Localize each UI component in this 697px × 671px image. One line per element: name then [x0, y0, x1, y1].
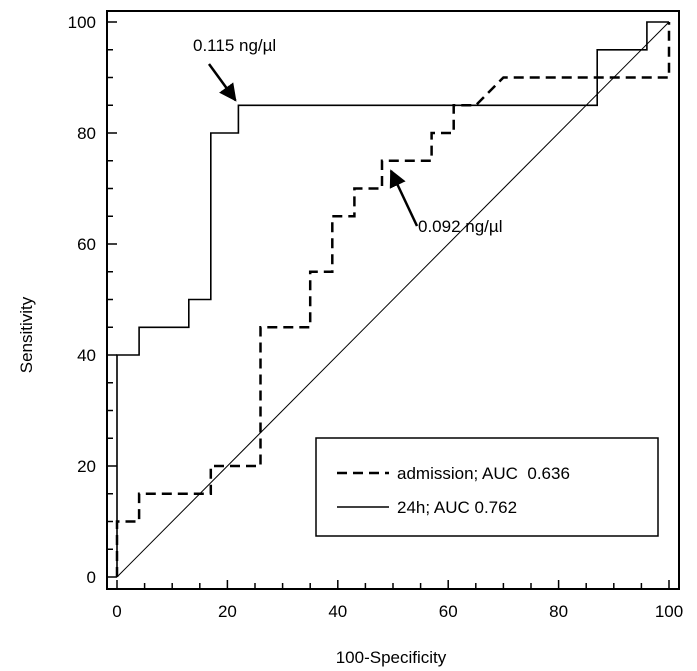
y-tick-label: 20 — [77, 457, 96, 476]
x-tick-label: 60 — [439, 602, 458, 621]
reference-diagonal — [116, 21, 670, 578]
x-tick-label: 0 — [112, 602, 121, 621]
annotations: 0.115 ng/µl 0.092 ng/µl — [193, 36, 502, 236]
legend-box — [315, 437, 659, 537]
y-axis-title: Sensitivity — [17, 296, 36, 373]
annotation-arrow-0115 — [207, 63, 237, 102]
y-tick-label: 60 — [77, 235, 96, 254]
annotation-arrow-0092 — [389, 169, 419, 227]
x-tick-label: 20 — [218, 602, 237, 621]
y-tick-label: 0 — [87, 568, 96, 587]
annotation-label-0092: 0.092 ng/µl — [418, 217, 502, 236]
legend: admission; AUC 0.636 24h; AUC 0.762 — [315, 437, 659, 537]
legend-label-admission: admission; AUC 0.636 — [397, 464, 570, 483]
y-tick-label: 40 — [77, 346, 96, 365]
y-tick-label: 80 — [77, 124, 96, 143]
y-tick-label: 100 — [68, 13, 96, 32]
annotation-label-0115: 0.115 ng/µl — [193, 36, 276, 55]
series-24h-line — [116, 21, 669, 577]
series-admission-line — [115, 22, 671, 577]
series-lines — [115, 21, 671, 577]
diagonal-line — [116, 21, 670, 578]
x-axis-title: 100-Specificity — [336, 648, 447, 667]
x-tick-label: 100 — [655, 602, 683, 621]
axis-ticks: 0 20 40 60 80 100 0 20 40 60 80 100 — [68, 13, 684, 621]
x-tick-label: 40 — [328, 602, 347, 621]
legend-label-24h: 24h; AUC 0.762 — [397, 498, 517, 517]
x-tick-label: 80 — [549, 602, 568, 621]
